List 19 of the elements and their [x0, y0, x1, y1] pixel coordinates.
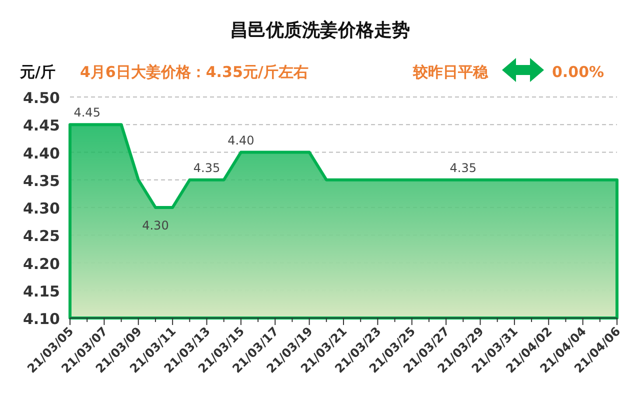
data-label: 4.35 — [450, 160, 477, 175]
text: 0.00% — [552, 63, 604, 81]
y-tick-label: 4.20 — [22, 254, 60, 273]
y-tick-label: 4.45 — [22, 116, 60, 135]
y-tick-label: 4.40 — [22, 144, 60, 162]
data-label: 4.40 — [228, 133, 254, 148]
data-label: 4.35 — [193, 160, 220, 175]
y-axis-title: 元/斤 — [19, 63, 56, 81]
text: 较昨日平稳 — [412, 63, 489, 81]
data-label: 4.45 — [74, 106, 100, 120]
y-tick-label: 4.10 — [22, 310, 60, 328]
chart-title: 昌邑优质洗姜价格走势 — [230, 19, 410, 41]
y-tick-label: 4.25 — [22, 227, 60, 246]
data-label: 4.30 — [142, 218, 169, 232]
y-tick-label: 4.30 — [22, 200, 60, 218]
text: 4月6日大姜价格：4.35元/斤左右 — [80, 63, 308, 81]
y-tick-label: 4.50 — [22, 89, 60, 107]
y-tick-label: 4.15 — [22, 282, 60, 300]
y-tick-label: 4.35 — [22, 172, 60, 190]
